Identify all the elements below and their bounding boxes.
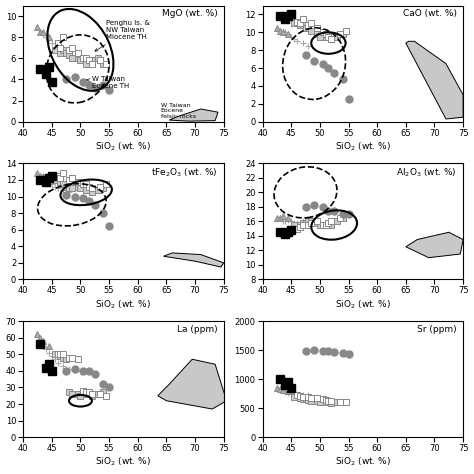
X-axis label: SiO$_2$ (wt. %): SiO$_2$ (wt. %) <box>95 140 151 153</box>
Polygon shape <box>406 232 463 258</box>
X-axis label: SiO$_2$ (wt. %): SiO$_2$ (wt. %) <box>95 456 151 468</box>
Text: CaO (wt. %): CaO (wt. %) <box>403 9 457 18</box>
Text: MgO (wt. %): MgO (wt. %) <box>162 9 218 18</box>
Text: W Taiwan
Eocene TH: W Taiwan Eocene TH <box>86 76 129 89</box>
Text: Al$_2$O$_3$ (wt. %): Al$_2$O$_3$ (wt. %) <box>396 167 457 179</box>
X-axis label: SiO$_2$ (wt. %): SiO$_2$ (wt. %) <box>335 298 391 310</box>
Polygon shape <box>164 253 224 267</box>
Text: La (ppm): La (ppm) <box>177 325 218 334</box>
Text: Penghu Is. &
NW Taiwan
Miocene TH: Penghu Is. & NW Taiwan Miocene TH <box>95 20 150 51</box>
Polygon shape <box>169 109 218 121</box>
Text: W Taiwan
Eocene
felsic rocks: W Taiwan Eocene felsic rocks <box>161 103 196 119</box>
Text: Sr (ppm): Sr (ppm) <box>418 325 457 334</box>
Polygon shape <box>406 41 463 119</box>
X-axis label: SiO$_2$ (wt. %): SiO$_2$ (wt. %) <box>335 456 391 468</box>
Polygon shape <box>158 359 227 409</box>
X-axis label: SiO$_2$ (wt. %): SiO$_2$ (wt. %) <box>335 140 391 153</box>
X-axis label: SiO$_2$ (wt. %): SiO$_2$ (wt. %) <box>95 298 151 310</box>
Text: tFe$_2$O$_3$ (wt. %): tFe$_2$O$_3$ (wt. %) <box>151 167 218 179</box>
